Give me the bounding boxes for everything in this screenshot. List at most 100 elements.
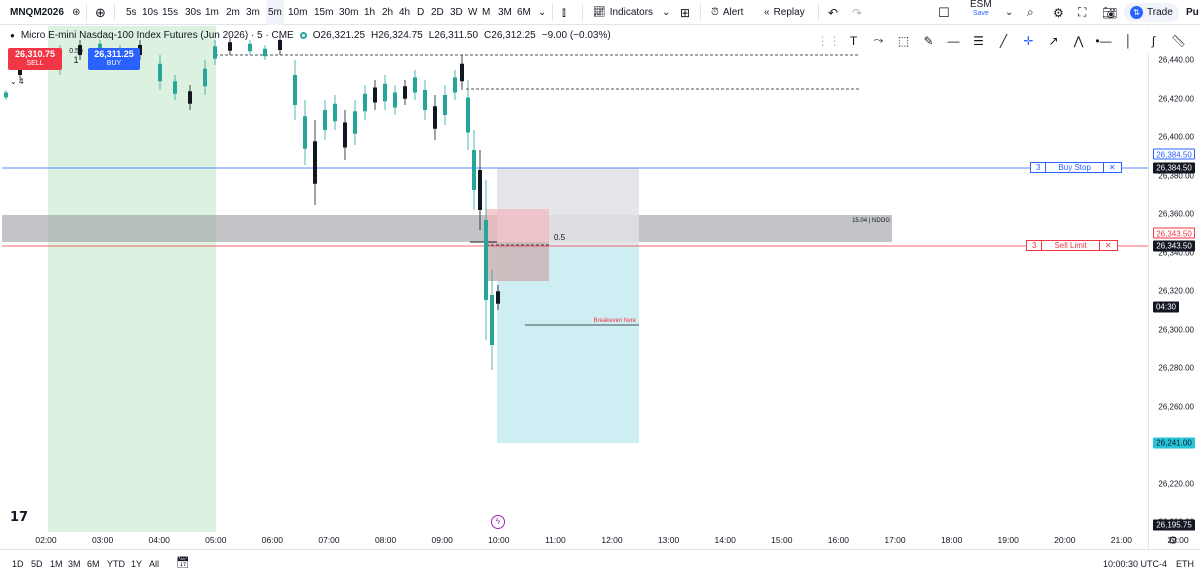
- ruler-icon[interactable]: 📏︎: [1170, 33, 1187, 48]
- range-3m[interactable]: 3M: [68, 559, 81, 569]
- horizontal-line-icon[interactable]: —: [947, 33, 960, 48]
- candle-body: [460, 63, 464, 82]
- price-label: 26,360.00: [1158, 209, 1194, 219]
- timeframe-5s[interactable]: 5s: [126, 7, 137, 18]
- candle-body: [478, 170, 482, 210]
- pattern-tool-icon[interactable]: ⋀: [1073, 33, 1084, 48]
- fib-zone-gray[interactable]: [486, 242, 549, 281]
- sell-limit-order-label[interactable]: 3 Sell Limit ✕: [1026, 240, 1118, 251]
- alert-button[interactable]: ⏰︎ Alert: [711, 0, 743, 25]
- compare-add-icon[interactable]: ⊕: [95, 4, 106, 20]
- sell-limit-cancel-icon[interactable]: ✕: [1104, 241, 1112, 250]
- time-axis[interactable]: 02:00 03:00 04:00 05:00 06:00 07:00 08:00 09:00…: [0, 532, 1189, 548]
- path-tool-icon[interactable]: ⤳: [873, 33, 884, 47]
- range-6m[interactable]: 6M: [87, 559, 100, 569]
- quantity-box[interactable]: 0.50 1: [66, 48, 86, 70]
- range-all[interactable]: All: [149, 559, 160, 569]
- session-highlight: [48, 26, 216, 532]
- indicators-button[interactable]: 📈︎ Indicators: [593, 0, 653, 25]
- vertical-line-icon[interactable]: │: [1124, 33, 1133, 48]
- publish-button[interactable]: Pu: [1186, 7, 1199, 18]
- ndog-zone[interactable]: [2, 215, 892, 242]
- lightning-event-icon[interactable]: ϟ: [491, 515, 505, 529]
- range-1d[interactable]: 1D: [12, 559, 24, 569]
- fullscreen-icon[interactable]: ⛶: [1078, 5, 1087, 19]
- trend-line-icon[interactable]: ╱: [999, 33, 1008, 48]
- range-1y[interactable]: 1Y: [131, 559, 143, 569]
- buy-stop-cancel-icon[interactable]: ✕: [1108, 163, 1116, 172]
- ray-tool-icon[interactable]: •—: [1095, 33, 1112, 48]
- bar-countdown-tag: 04:30: [1153, 301, 1179, 313]
- chevron-down-icon[interactable]: ⌄: [662, 7, 671, 18]
- crosshair-icon[interactable]: ✛: [1023, 33, 1034, 48]
- timeframe-2D[interactable]: 2D: [431, 7, 444, 18]
- layout-save-button[interactable]: ESM Save: [970, 0, 992, 25]
- timeframe-6M[interactable]: 6M: [517, 7, 531, 18]
- timeframe-3m[interactable]: 3m: [246, 7, 260, 18]
- range-1m[interactable]: 1M: [50, 559, 63, 569]
- camera-icon[interactable]: 📷︎: [1102, 5, 1118, 20]
- timeframe-30s[interactable]: 30s: [185, 7, 202, 18]
- timeframe-15m[interactable]: 15m: [314, 7, 334, 18]
- text-tool-icon[interactable]: T: [849, 33, 858, 48]
- sell-button[interactable]: 26,310.75 SELL: [8, 48, 62, 70]
- settings-gear-icon[interactable]: ⚙︎: [1053, 5, 1064, 20]
- axis-settings-gear-icon[interactable]: ⚙︎: [1168, 535, 1178, 547]
- sell-limit-qty: 3: [1027, 241, 1043, 250]
- rectangle-tool-icon[interactable]: ⬚: [897, 33, 910, 48]
- legend-title[interactable]: Micro E-mini Nasdaq-100 Index Futures (J…: [20, 30, 294, 41]
- candle-body: [278, 40, 282, 50]
- quick-search-icon[interactable]: ⌕: [1027, 5, 1034, 19]
- timeframe-10m[interactable]: 10m: [288, 7, 308, 18]
- timeframe-2m[interactable]: 2m: [226, 7, 240, 18]
- range-ytd[interactable]: YTD: [107, 559, 125, 569]
- timeframe-D[interactable]: D: [417, 7, 425, 18]
- time-label: 06:00: [261, 535, 284, 545]
- price-label: 26,340.00: [1158, 248, 1194, 257]
- symbol-search[interactable]: MNQM2026: [10, 7, 64, 18]
- timeframe-1h[interactable]: 1h: [364, 7, 376, 18]
- range-5d[interactable]: 5D: [31, 559, 43, 569]
- timeframe-3D[interactable]: 3D: [450, 7, 463, 18]
- undo-icon[interactable]: ↶: [828, 5, 839, 20]
- timeframe-5m[interactable]: 5m: [266, 0, 284, 25]
- timeframe-10s[interactable]: 10s: [142, 7, 159, 18]
- templates-icon[interactable]: ⊞: [680, 5, 691, 20]
- timeframe-1m[interactable]: 1m: [205, 7, 219, 18]
- timeframe-M[interactable]: M: [482, 7, 491, 18]
- arrow-tool-icon[interactable]: ↗: [1048, 33, 1059, 48]
- candle-body: [313, 141, 317, 184]
- replay-label: Replay: [773, 7, 805, 18]
- timeframe-W[interactable]: W: [468, 7, 478, 18]
- redo-icon[interactable]: ↷: [852, 5, 863, 20]
- fib-tool-icon[interactable]: ☰: [973, 33, 984, 48]
- date-range-calendar-icon[interactable]: 📅︎: [176, 557, 190, 569]
- timeframe-30m[interactable]: 30m: [339, 7, 359, 18]
- chevron-down-icon[interactable]: ⌄: [538, 7, 547, 18]
- candle-body: [453, 77, 457, 93]
- replay-button[interactable]: «Replay: [764, 0, 805, 25]
- buy-stop-order-label[interactable]: 3 Buy Stop ✕: [1030, 162, 1122, 173]
- chart-pane[interactable]: 15.04 | NDOG 0.5 Breakeven here 3 Buy St…: [0, 26, 1148, 548]
- trade-button[interactable]: ⇅ Trade: [1124, 3, 1179, 22]
- target-price-tag: 26,241.00: [1153, 437, 1195, 449]
- drag-handle-icon[interactable]: ⋮⋮: [816, 33, 841, 48]
- curve-tool-icon[interactable]: ∫: [1151, 33, 1156, 48]
- timeframe-3M[interactable]: 3M: [498, 7, 512, 18]
- eye-icon[interactable]: ⊛: [72, 7, 81, 18]
- time-label: 05:00: [205, 535, 227, 545]
- indicator-toggle[interactable]: ⌄ 4: [10, 77, 23, 86]
- clock-timezone[interactable]: 10:00:30 UTC-4: [1103, 559, 1168, 569]
- price-chart[interactable]: 15.04 | NDOG 0.5 Breakeven here: [0, 26, 1148, 548]
- layout-select-icon[interactable]: ☐: [938, 4, 950, 20]
- candles-icon[interactable]: ⫾: [562, 5, 566, 19]
- session-label[interactable]: ETH: [1176, 559, 1194, 569]
- timeframe-4h[interactable]: 4h: [399, 7, 411, 18]
- price-axis[interactable]: 26,440.00 26,420.00 26,400.00 26,380.00 26,3…: [1148, 26, 1200, 548]
- chevron-down-icon[interactable]: ⌄: [1005, 7, 1014, 18]
- buy-button[interactable]: 26,311.25 BUY: [88, 48, 140, 70]
- brush-tool-icon[interactable]: ✎: [923, 33, 934, 48]
- timeframe-2h[interactable]: 2h: [382, 7, 394, 18]
- tradingview-logo[interactable]: 𝟭𝟳: [10, 510, 29, 525]
- timeframe-15s[interactable]: 15s: [162, 7, 179, 18]
